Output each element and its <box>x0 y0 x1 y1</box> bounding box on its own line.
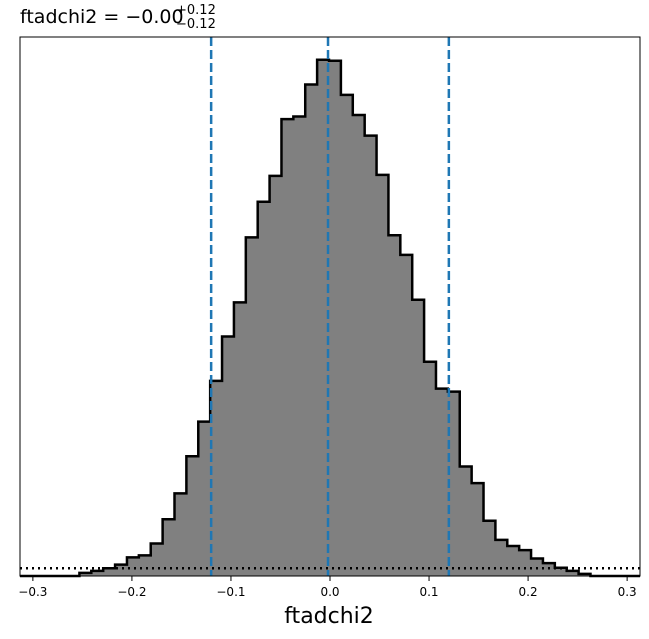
x-axis-label: ftadchi2 <box>284 604 374 629</box>
x-tick-label: 0.1 <box>419 585 438 599</box>
histogram-bar <box>186 456 199 576</box>
histogram-bar <box>400 254 413 576</box>
histogram-bar <box>554 567 568 576</box>
histogram-bar <box>459 466 473 576</box>
histogram-bar <box>126 557 140 576</box>
histogram-bar <box>91 570 104 576</box>
histogram-outline <box>20 58 640 578</box>
histogram-bar <box>281 119 294 576</box>
histogram-bar <box>162 519 175 576</box>
x-tick-label: 0.3 <box>618 585 637 599</box>
svg-text:ftadchi2 = −0.00: ftadchi2 = −0.00 <box>20 6 184 28</box>
histogram-bar <box>340 94 354 576</box>
histogram-bar <box>329 60 342 577</box>
histogram-bar <box>305 84 318 577</box>
histogram-bar <box>138 555 152 576</box>
title-lower-error: −0.12 <box>176 17 216 32</box>
plot-area <box>20 37 640 578</box>
x-tick-label: −0.2 <box>117 585 146 599</box>
histogram-bar <box>352 114 366 577</box>
histogram-bar <box>317 59 330 576</box>
title-upper-error: +0.12 <box>176 3 216 18</box>
histogram-bar <box>233 302 247 576</box>
histogram-bar <box>507 546 520 576</box>
title-main: ftadchi2 = −0.00 <box>20 6 184 28</box>
histogram-bar <box>269 175 282 577</box>
x-tick-label: −0.3 <box>18 585 47 599</box>
histogram-bar <box>542 563 556 576</box>
x-axis: −0.3 −0.2 −0.1 0.0 0.1 0.2 0.3 <box>18 36 641 599</box>
histogram-bar <box>388 235 401 576</box>
x-tick-label: 0.2 <box>519 585 538 599</box>
histogram-bar <box>364 135 377 576</box>
histogram-bar <box>424 361 437 576</box>
histogram-bar <box>376 174 389 576</box>
x-tick-label: 0.0 <box>320 585 339 599</box>
histogram-bar <box>210 380 223 576</box>
histogram-bar <box>412 299 425 576</box>
histogram-bar <box>174 493 187 576</box>
histogram-bar <box>257 201 270 576</box>
histogram-bar <box>198 421 211 576</box>
histogram-bar <box>471 483 484 576</box>
histogram-bar <box>115 564 128 576</box>
histogram-bar <box>447 391 461 576</box>
histogram-bar <box>79 572 92 576</box>
chart-title: ftadchi2 = −0.00 +0.12 −0.12 <box>20 3 216 32</box>
histogram-bar <box>293 116 306 576</box>
histogram-bar <box>245 237 259 577</box>
histogram-bar <box>150 543 164 576</box>
histogram-bar <box>566 570 579 576</box>
histogram-bar <box>435 388 449 576</box>
histogram-bar <box>519 550 532 576</box>
histogram-bar <box>483 520 496 576</box>
histogram-bar <box>222 336 235 576</box>
histogram-bar <box>495 539 508 576</box>
histogram-bar <box>103 568 116 576</box>
x-tick-label: −0.1 <box>216 585 245 599</box>
